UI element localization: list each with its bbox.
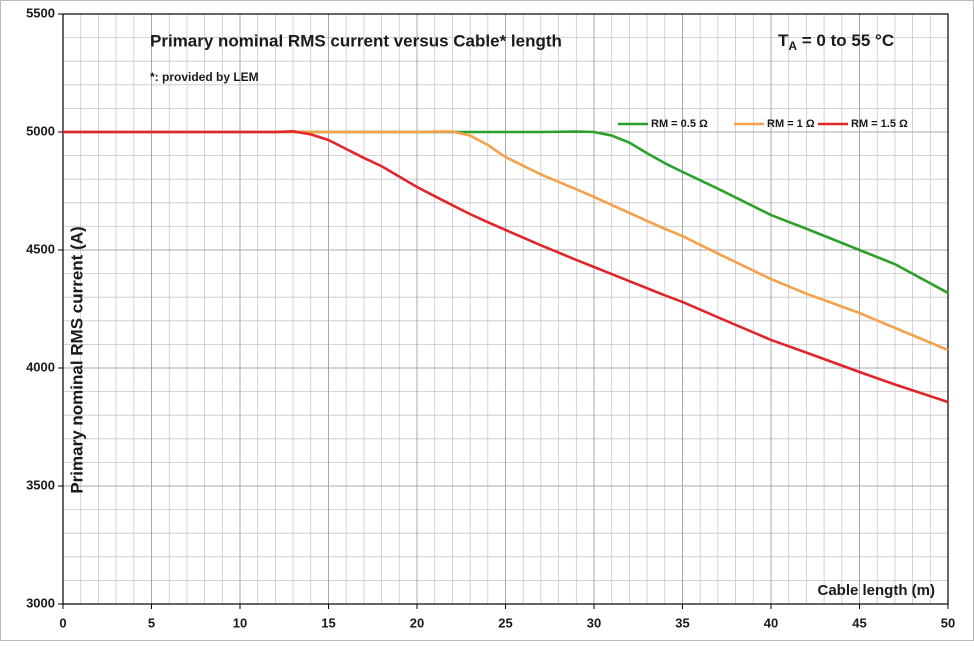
condition-label: TA = 0 to 55 °C <box>778 31 894 53</box>
subtitle: *: provided by LEM <box>150 70 259 84</box>
legend-label: RM = 1.5 Ω <box>851 118 908 130</box>
plot-frame <box>62 13 949 605</box>
chart-title: Primary nominal RMS current versus Cable… <box>150 31 562 50</box>
y-tick-label: 5500 <box>26 5 55 20</box>
y-axis-label: Primary nominal RMS current (A) <box>67 226 86 493</box>
condition-main: T <box>778 31 789 50</box>
x-tick-label: 25 <box>498 615 512 630</box>
x-tick-label: 10 <box>233 615 247 630</box>
x-tick-label: 35 <box>675 615 689 630</box>
line-series <box>63 129 949 404</box>
legend-label: RM = 1 Ω <box>767 118 815 130</box>
x-tick-label: 15 <box>321 615 335 630</box>
legend-label: RM = 0.5 Ω <box>651 118 708 130</box>
condition-rest: = 0 to 55 °C <box>797 31 894 50</box>
x-tick-label: 50 <box>941 615 955 630</box>
y-tick-label: 3500 <box>26 477 55 492</box>
y-tick-label: 3000 <box>26 595 55 610</box>
y-tick-label: 4500 <box>26 241 55 256</box>
condition-sub: A <box>788 39 797 53</box>
x-tick-label: 40 <box>764 615 778 630</box>
x-tick-label: 5 <box>148 615 155 630</box>
y-tick-label: 4000 <box>26 359 55 374</box>
x-tick-label: 0 <box>59 615 66 630</box>
x-axis-label: Cable length (m) <box>817 582 935 599</box>
line-series <box>63 130 949 352</box>
x-tick-label: 45 <box>852 615 866 630</box>
y-tick-label: 5000 <box>26 123 55 138</box>
x-tick-label: 20 <box>410 615 424 630</box>
x-tick-label: 30 <box>587 615 601 630</box>
